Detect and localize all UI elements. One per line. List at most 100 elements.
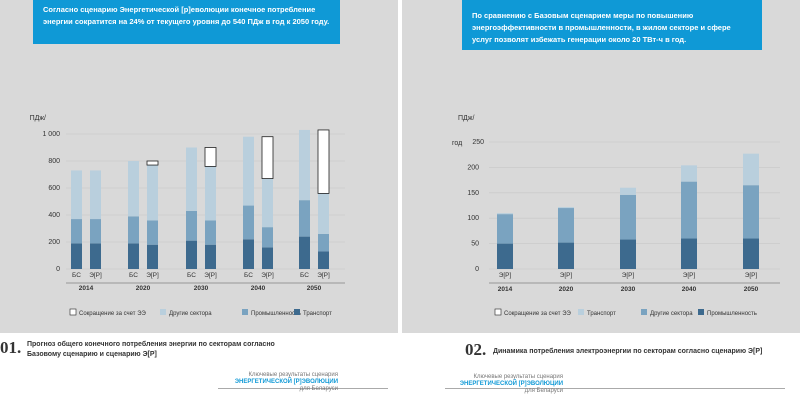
chart1-bar-industry — [71, 219, 82, 244]
chart1-ytick: 200 — [48, 239, 60, 246]
chart1-bar-transport — [90, 243, 101, 269]
chart2-legend-swatch — [578, 309, 584, 315]
footer-right-line3: для Беларуси — [524, 388, 563, 394]
chart1-scenario-label: Э[Р] — [317, 272, 330, 279]
chart2-group-label: 2030 — [621, 286, 636, 293]
chart2-ytick: 0 — [475, 266, 479, 273]
chart1-bar-industry — [318, 233, 329, 252]
chart2-bar-other — [497, 214, 513, 244]
chart1-scenario-label: БС — [72, 272, 81, 279]
chart1-bar-industry — [299, 200, 310, 237]
chart1-ylabel: ПДж/ — [30, 115, 46, 122]
footer-left-line3: для Беларуси — [299, 386, 338, 392]
chart1-bar-other — [318, 193, 329, 234]
chart2-bar-transport — [497, 213, 513, 215]
footer-right: Ключевые результаты сценария ЭНЕРГЕТИЧЕС… — [443, 374, 563, 395]
chart2-ylabel-unit: год — [452, 140, 462, 147]
chart2-group-label: 2050 — [744, 286, 759, 293]
footer-right-brand: ЭНЕРГЕТИЧЕСКОЙ [Р]ЭВОЛЮЦИИ — [459, 381, 563, 387]
chart2-bar-industry — [681, 238, 697, 269]
chart2-bar-transport — [620, 187, 636, 195]
chart1-bar-industry — [186, 210, 197, 241]
footer-divider-right — [445, 388, 785, 389]
chart2-legend-swatch — [494, 308, 502, 316]
chart1-bar-transport — [262, 247, 273, 269]
chart1-bar-savings — [261, 136, 274, 179]
chart1-bar-industry — [90, 219, 101, 244]
chart2-bar-industry — [497, 243, 513, 269]
chart1-group-label: 2040 — [251, 285, 266, 292]
chart1-legend-swatch — [160, 309, 166, 315]
footer-divider-left — [218, 388, 388, 389]
chart1-bar-transport — [128, 243, 139, 269]
chart1-bar-other — [186, 147, 197, 211]
chart2-group-label: 2020 — [559, 286, 574, 293]
chart1-bar-other — [71, 170, 82, 220]
chart2-ytick: 250 — [472, 139, 484, 146]
chart1-bar-transport — [243, 239, 254, 269]
chart1-bar-other — [90, 170, 101, 220]
chart1-bar-other — [147, 165, 158, 221]
chart1-legend-swatch — [294, 309, 300, 315]
chart1-bar-transport — [147, 244, 158, 269]
footer-right-line1: Ключевые результаты сценария — [473, 374, 564, 380]
chart1-bar-industry — [243, 205, 254, 240]
chart2-bar-other — [558, 208, 574, 243]
callout-text-right: По сравнению с Базовым сценарием меры по… — [472, 11, 731, 44]
chart1-bar-savings — [204, 147, 217, 167]
chart1-group-label: 2020 — [136, 285, 151, 292]
chart2-bar-transport — [681, 165, 697, 182]
chart1-bar-other — [128, 161, 139, 217]
chart1-scenario-label: Э[Р] — [261, 272, 274, 279]
chart2-bar-industry — [558, 242, 574, 269]
chart2-group-label: 2040 — [682, 286, 697, 293]
chart1-bar-other — [243, 136, 254, 206]
chart2-bar-other — [620, 194, 636, 240]
chart1-bar-industry — [128, 216, 139, 244]
chart2-scenario-label: Э[Р] — [683, 272, 696, 279]
chart2-ytick: 50 — [471, 241, 479, 248]
chart1-bar-transport — [71, 243, 82, 269]
chart2-bar-other — [743, 185, 759, 239]
chart1-bar-savings — [317, 129, 330, 194]
footer-left-brand: ЭНЕРГЕТИЧЕСКОЙ [Р]ЭВОЛЮЦИИ — [234, 379, 338, 385]
chart2-scenario-label: Э[Р] — [560, 272, 573, 279]
chart2-bar-industry — [620, 239, 636, 269]
chart2-bar-transport — [743, 153, 759, 186]
chart2-legend-label: Другие сектора — [650, 311, 693, 317]
chart1-scenario-label: БС — [187, 272, 196, 279]
chart1-ytick: 1 000 — [42, 131, 60, 138]
chart1-legend-swatch — [69, 308, 77, 316]
chart1-bar-industry — [205, 220, 216, 245]
chart2-legend-label: Промышленность — [707, 311, 757, 317]
chart2-scenario-label: Э[Р] — [745, 272, 758, 279]
chart1-bar-transport — [186, 240, 197, 269]
chart1-legend-swatch — [242, 309, 248, 315]
chart1-ytick: 600 — [48, 185, 60, 192]
chart1-bar-industry — [262, 227, 273, 248]
chart1-scenario-label: БС — [129, 272, 138, 279]
chart1-legend-label: Промышленность — [251, 311, 301, 317]
chart2-legend-label: Сокращение за счет ЭЭ — [504, 311, 572, 317]
figure-title-left: Прогноз общего конечного потребления эне… — [27, 341, 275, 358]
chart1-bar-transport — [299, 236, 310, 269]
chart2-bar-transport — [558, 207, 574, 209]
figure-number-left: 01. — [0, 338, 22, 357]
chart2-legend-swatch — [698, 309, 704, 315]
chart1-ytick: 0 — [56, 266, 60, 273]
chart1-bar-savings — [146, 160, 159, 166]
chart1-bar-transport — [205, 244, 216, 269]
chart1-bar-industry — [147, 220, 158, 245]
chart2-ytick: 150 — [467, 190, 479, 197]
chart2-bar-industry — [743, 238, 759, 269]
callout-box-right: По сравнению с Базовым сценарием меры по… — [462, 0, 762, 50]
chart1-group-label: 2050 — [307, 285, 322, 292]
chart1-group-label: 2014 — [79, 285, 94, 292]
chart2-ylabel: ПДж/ — [458, 115, 474, 122]
chart1-group-label: 2030 — [194, 285, 209, 292]
chart2-scenario-label: Э[Р] — [622, 272, 635, 279]
callout-box-left: Согласно сценарию Энергетической [р]евол… — [33, 0, 340, 44]
chart1-scenario-label: Э[Р] — [204, 272, 217, 279]
chart1-legend-label: Другие сектора — [169, 311, 212, 317]
